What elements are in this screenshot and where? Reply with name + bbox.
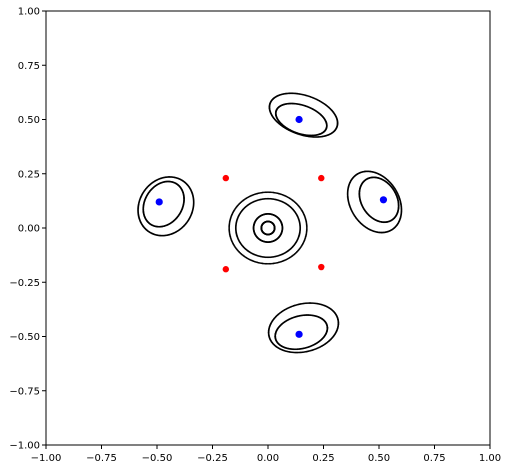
y-axis-ticks: 1.00 0.75 0.50 0.25 0.00 −0.25 −0.50 −0.75 −1.00 [9, 7, 46, 452]
orbit-point [269, 262, 272, 265]
orbit-point [269, 191, 272, 194]
y-tick-label: −0.75 [9, 386, 40, 397]
y-tick-label: 0.25 [18, 169, 40, 180]
orbit-point [326, 325, 329, 327]
x-tick-label: 0.75 [423, 453, 445, 464]
elliptic-fixed-point [295, 330, 303, 338]
orbit-point [272, 262, 275, 265]
orbit-point [260, 191, 263, 194]
x-tick-label: −0.75 [86, 453, 117, 464]
y-tick-label: 0.50 [18, 115, 40, 126]
orbit-point [260, 262, 263, 265]
y-tick-label: −0.25 [9, 278, 40, 289]
orbit-point [337, 318, 339, 321]
orbit-point [335, 126, 338, 129]
x-tick-label: 0.00 [257, 453, 279, 464]
orbit-point [281, 227, 284, 230]
orbit-point [305, 228, 308, 231]
orbit-point [273, 227, 276, 230]
y-tick-label: 0.00 [18, 224, 40, 235]
orbit-point [264, 262, 267, 265]
x-tick-label: 1.00 [479, 453, 501, 464]
x-tick-label: −0.50 [142, 453, 173, 464]
orbit-point [228, 227, 231, 229]
x-tick-label: −0.25 [197, 453, 228, 464]
scatter-layer [137, 92, 403, 354]
orbit-point [271, 191, 273, 194]
orbit-point [325, 127, 328, 130]
y-tick-label: 0.75 [18, 61, 40, 72]
elliptic-fixed-point [295, 115, 303, 124]
orbit-point [187, 219, 190, 222]
x-tick-label: −1.00 [31, 453, 62, 464]
orbit-point [395, 190, 398, 192]
orbit-point [275, 192, 277, 194]
hyperbolic-fixed-point [318, 174, 325, 182]
y-tick-label: 1.00 [18, 7, 40, 18]
orbit-point [272, 191, 275, 194]
orbit-point [265, 191, 268, 194]
x-axis-ticks: −1.00 −0.75 −0.50 −0.25 0.00 0.25 0.50 0.75 1.00 [31, 445, 501, 464]
orbit-point [305, 227, 308, 229]
orbit-point [268, 191, 271, 194]
orbit-point [264, 191, 267, 194]
axes-frame [45, 10, 491, 446]
orbit-point [299, 228, 302, 230]
elliptic-fixed-point [155, 198, 163, 206]
orbit-point [178, 213, 181, 215]
orbit-point [228, 225, 231, 228]
orbit-point [267, 191, 269, 194]
hyperbolic-fixed-point [222, 174, 230, 182]
orbit-point [263, 262, 265, 265]
orbit-point [267, 262, 269, 265]
orbit-point [265, 262, 268, 265]
elliptic-fixed-point [379, 196, 388, 204]
orbit-point [261, 262, 264, 265]
orbit-point [261, 191, 264, 194]
marker-layer [155, 115, 388, 338]
orbit-point [271, 262, 273, 265]
y-tick-label: −0.50 [9, 332, 40, 343]
orbit-point [393, 190, 396, 193]
orbit-point [273, 191, 276, 194]
orbit-point [263, 191, 265, 194]
x-tick-label: 0.50 [368, 453, 390, 464]
y-tick-label: −1.00 [9, 441, 40, 452]
hyperbolic-fixed-point [318, 263, 325, 271]
x-tick-label: 0.25 [312, 453, 334, 464]
orbit-point [259, 262, 261, 264]
hyperbolic-fixed-point [222, 266, 230, 273]
orbit-point [273, 262, 276, 265]
orbit-point [268, 262, 271, 265]
